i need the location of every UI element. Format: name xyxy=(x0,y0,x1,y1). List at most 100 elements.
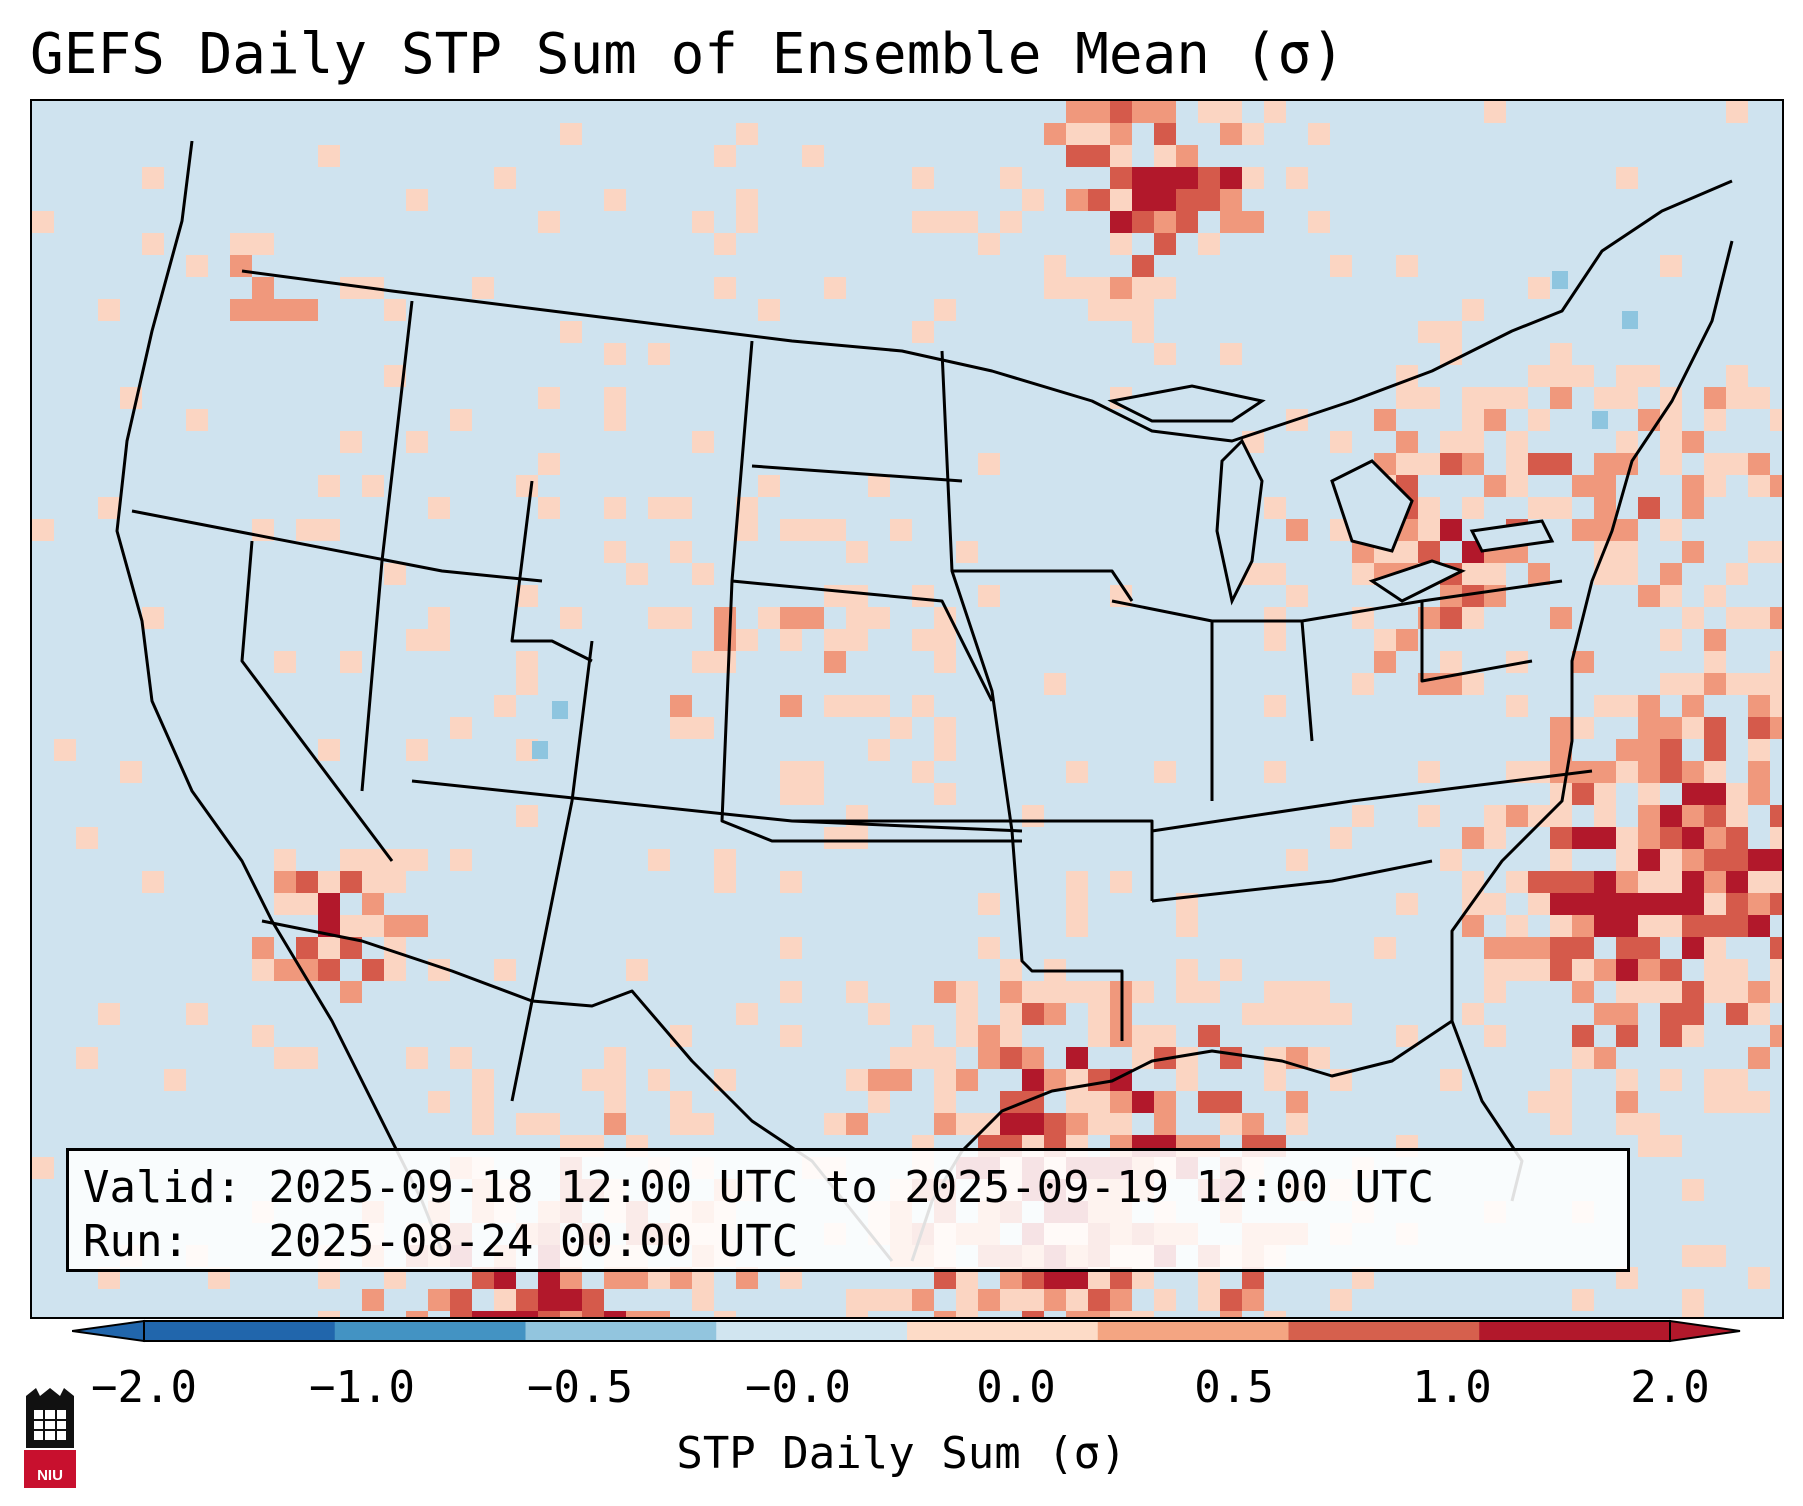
anomaly-cell xyxy=(670,1091,692,1113)
anomaly-cell xyxy=(384,365,406,387)
anomaly-cell xyxy=(1594,893,1616,915)
anomaly-cell xyxy=(912,321,934,343)
anomaly-cell xyxy=(1132,1311,1154,1317)
anomaly-cell xyxy=(736,211,758,233)
anomaly-cell xyxy=(1704,1091,1726,1113)
anomaly-cell xyxy=(868,1003,890,1025)
anomaly-cell xyxy=(1176,1047,1198,1069)
anomaly-cell xyxy=(1022,1311,1044,1317)
anomaly-cell xyxy=(1704,783,1726,805)
colorbar-outline xyxy=(143,1320,1671,1342)
anomaly-cell xyxy=(1638,783,1660,805)
anomaly-cell xyxy=(736,1003,758,1025)
anomaly-cell xyxy=(1308,123,1330,145)
anomaly-cell xyxy=(1572,915,1594,937)
anomaly-cell xyxy=(934,607,956,629)
anomaly-cell xyxy=(1682,871,1704,893)
anomaly-cell xyxy=(1462,387,1484,409)
anomaly-cell-negative xyxy=(1622,311,1638,329)
anomaly-cell xyxy=(714,629,736,651)
anomaly-cell xyxy=(1110,871,1132,893)
anomaly-cell xyxy=(1682,805,1704,827)
anomaly-cell xyxy=(1000,959,1022,981)
anomaly-cell xyxy=(868,1069,890,1091)
anomaly-cell xyxy=(1660,871,1682,893)
state-line-tn-nc xyxy=(1151,769,1593,833)
anomaly-cell xyxy=(1374,937,1396,959)
anomaly-cell xyxy=(912,629,934,651)
anomaly-cell xyxy=(934,1267,956,1289)
anomaly-cell xyxy=(1418,321,1440,343)
anomaly-cell xyxy=(1660,849,1682,871)
anomaly-cell xyxy=(1000,1025,1022,1047)
anomaly-cell xyxy=(296,299,318,321)
anomaly-cell xyxy=(1440,1069,1462,1091)
anomaly-cell xyxy=(1154,211,1176,233)
anomaly-cell xyxy=(1088,299,1110,321)
anomaly-cell xyxy=(780,629,802,651)
anomaly-cell xyxy=(1616,1069,1638,1091)
anomaly-cell xyxy=(1176,1069,1198,1091)
anomaly-cell xyxy=(1418,761,1440,783)
anomaly-cell xyxy=(1638,717,1660,739)
anomaly-cell xyxy=(868,739,890,761)
anomaly-cell xyxy=(1022,1003,1044,1025)
anomaly-cell xyxy=(1154,189,1176,211)
anomaly-cell xyxy=(164,1069,186,1091)
colorbar-segment xyxy=(525,1321,717,1341)
anomaly-cell xyxy=(714,607,736,629)
anomaly-cell xyxy=(846,827,868,849)
anomaly-cell xyxy=(1638,761,1660,783)
anomaly-cell xyxy=(1264,1047,1286,1069)
anomaly-cell xyxy=(1154,1289,1176,1311)
anomaly-cell xyxy=(494,1289,516,1311)
anomaly-cell xyxy=(1770,409,1782,431)
anomaly-cell xyxy=(1154,145,1176,167)
anomaly-cell xyxy=(1748,541,1770,563)
anomaly-cell xyxy=(582,1311,604,1317)
anomaly-cell xyxy=(1660,761,1682,783)
anomaly-cell xyxy=(846,695,868,717)
anomaly-cell xyxy=(252,959,274,981)
anomaly-cell xyxy=(1000,1003,1022,1025)
anomaly-cell xyxy=(1462,497,1484,519)
anomaly-cell xyxy=(890,1289,912,1311)
anomaly-cell xyxy=(1682,783,1704,805)
map-title: GEFS Daily STP Sum of Ensemble Mean (σ) xyxy=(30,22,1345,87)
lake-huron xyxy=(1330,459,1414,553)
anomaly-cell xyxy=(1132,189,1154,211)
anomaly-cell xyxy=(1704,409,1726,431)
anomaly-cell xyxy=(1638,1113,1660,1135)
anomaly-cell xyxy=(934,783,956,805)
anomaly-cell xyxy=(1748,1047,1770,1069)
anomaly-cell xyxy=(1396,1025,1418,1047)
anomaly-cell xyxy=(318,871,340,893)
anomaly-cell xyxy=(1704,453,1726,475)
anomaly-cell xyxy=(1198,1267,1220,1289)
anomaly-cell xyxy=(846,541,868,563)
anomaly-cell xyxy=(1550,871,1572,893)
anomaly-cell xyxy=(802,783,824,805)
anomaly-cell xyxy=(1726,563,1748,585)
anomaly-cell xyxy=(648,1069,670,1091)
anomaly-cell xyxy=(1088,1069,1110,1091)
anomaly-cell xyxy=(1462,871,1484,893)
anomaly-cell xyxy=(670,1025,692,1047)
anomaly-cell xyxy=(1066,915,1088,937)
anomaly-cell xyxy=(384,849,406,871)
anomaly-cell xyxy=(1660,1069,1682,1091)
anomaly-cell xyxy=(1594,563,1616,585)
anomaly-cell xyxy=(1484,475,1506,497)
anomaly-cell xyxy=(1484,959,1506,981)
anomaly-cell xyxy=(714,145,736,167)
anomaly-cell xyxy=(846,981,868,1003)
anomaly-cell xyxy=(1088,1113,1110,1135)
anomaly-cell xyxy=(1616,1025,1638,1047)
anomaly-cell xyxy=(1528,937,1550,959)
colorbar-tick-label: −1.0 xyxy=(309,1362,415,1413)
anomaly-cell xyxy=(1462,585,1484,607)
anomaly-cell xyxy=(1242,123,1264,145)
anomaly-cell xyxy=(1462,563,1484,585)
anomaly-cell xyxy=(1660,585,1682,607)
anomaly-cell xyxy=(274,1047,296,1069)
